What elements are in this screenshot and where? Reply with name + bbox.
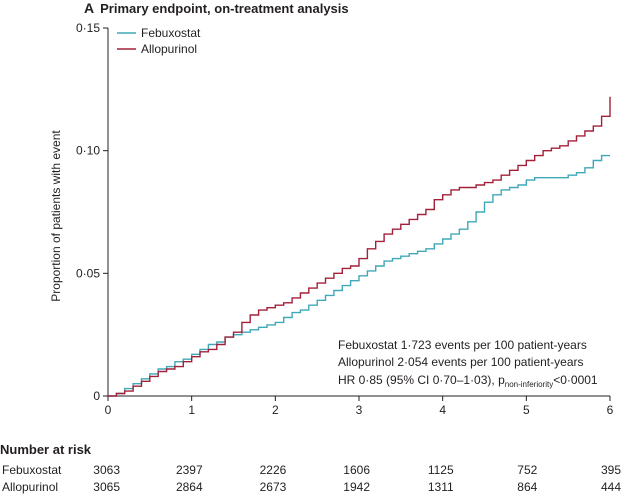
x-tick-label: 2 <box>272 403 279 417</box>
x-tick-label: 3 <box>356 403 363 417</box>
risk-cell: 1311 <box>427 480 454 494</box>
risk-cell: 3065 <box>93 480 120 494</box>
annotation-p-value: <0·0001 <box>553 373 598 387</box>
risk-cell: 1942 <box>343 480 370 494</box>
panel-letter: A <box>84 0 95 16</box>
legend-label-febuxostat: Febuxostat <box>141 26 201 40</box>
risk-cell: 752 <box>517 463 538 477</box>
y-tick-label: 0 <box>93 389 100 403</box>
y-tick-label: 0·10 <box>76 144 100 158</box>
panel-title-text: Primary endpoint, on-treatment analysis <box>100 1 349 16</box>
risk-row-label: Allopurinol <box>2 480 59 494</box>
risk-cell: 1125 <box>427 463 454 477</box>
annotation-hazard-ratio: HR 0·85 (95% CI 0·70–1·03), pnon-inferio… <box>338 373 598 389</box>
km-chart: 0 0·05 0·10 0·15 0 1 2 3 4 5 6 Proportion of patien… <box>49 21 614 417</box>
y-axis-title: Proportion of patients with event <box>49 130 63 302</box>
risk-cell: 2397 <box>175 463 203 477</box>
y-tick-label: 0·05 <box>76 266 100 280</box>
x-tick-label: 6 <box>607 403 614 417</box>
x-tick-label: 1 <box>188 403 195 417</box>
risk-table-title: Number at risk <box>0 442 92 457</box>
risk-cell: 1606 <box>343 463 370 477</box>
x-tick-label: 0 <box>105 403 112 417</box>
risk-cell: 3063 <box>93 463 120 477</box>
risk-row-febuxostat: Febuxostat 3063 2397 2226 1606 1125 752 395 <box>0 463 621 479</box>
annotation-allopurinol-rate: Allopurinol 2·054 events per 100 patient… <box>338 355 583 369</box>
risk-cell: 2673 <box>259 480 287 494</box>
risk-cell: 2226 <box>259 463 287 477</box>
legend-label-allopurinol: Allopurinol <box>141 42 197 56</box>
y-tick-label: 0·15 <box>76 21 100 35</box>
annotation-p-subscript: non-inferiority <box>505 380 553 389</box>
risk-row-label: Febuxostat <box>2 463 62 477</box>
risk-row-allopurinol: Allopurinol 3065 2864 2673 1942 1311 864 444 <box>0 480 621 496</box>
series-line-allopurinol <box>108 96 611 397</box>
risk-cell: 444 <box>600 480 621 494</box>
panel-title: A Primary endpoint, on-treatment analysis <box>84 0 349 16</box>
risk-cell: 395 <box>600 463 621 477</box>
x-tick-label: 4 <box>439 403 446 417</box>
risk-cell: 2864 <box>175 480 203 494</box>
x-tick-label: 5 <box>523 403 530 417</box>
annotation-hr-text: HR 0·85 (95% CI 0·70–1·03), p <box>338 373 505 387</box>
annotation-febuxostat-rate: Febuxostat 1·723 events per 100 patient-… <box>338 338 587 352</box>
risk-cell: 864 <box>517 480 538 494</box>
